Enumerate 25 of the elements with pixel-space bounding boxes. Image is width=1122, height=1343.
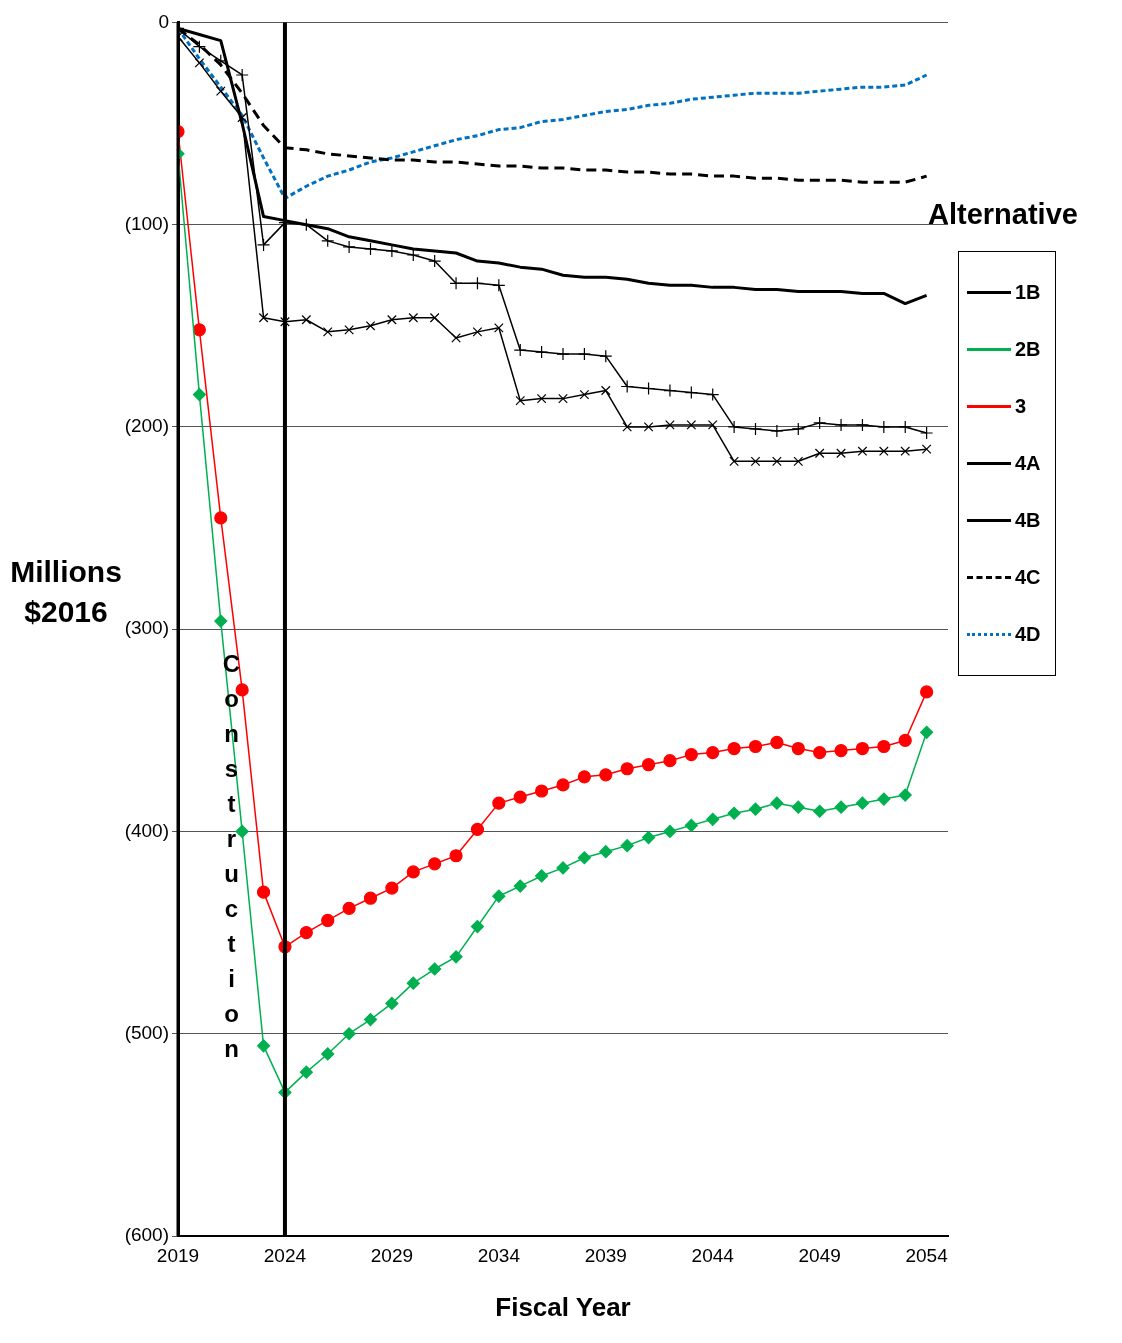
x-tick-label: 2039 <box>584 1244 627 1266</box>
y-tick-label: 0 <box>158 10 169 32</box>
y-tick-label: (300) <box>124 617 169 639</box>
legend-title: Alternative <box>928 198 1079 231</box>
x-tick-label: 2024 <box>263 1244 307 1266</box>
legend-label: 3 <box>1015 395 1027 418</box>
y-axis-title: Millions $2016 <box>10 555 122 629</box>
x-axis-title: Fiscal Year <box>495 1291 631 1322</box>
x-tick-label: 2049 <box>798 1244 841 1266</box>
y-tick-label: (500) <box>124 1021 169 1043</box>
x-tick-label: 2054 <box>905 1244 949 1266</box>
legend-label: 1B <box>1015 281 1041 304</box>
y-tick-label: (600) <box>124 1224 169 1246</box>
legend-label: 4B <box>1015 509 1041 532</box>
legend-label: 4A <box>1015 452 1041 475</box>
x-tick-label: 2019 <box>156 1244 200 1266</box>
x-tick-label: 2029 <box>370 1244 414 1266</box>
x-tick-label: 2034 <box>477 1244 521 1266</box>
legend-label: 4D <box>1015 623 1041 646</box>
y-tick-label: (200) <box>124 415 169 437</box>
y-tick-label: (400) <box>124 819 169 841</box>
legend-label: 4C <box>1015 566 1041 589</box>
y-tick-label: (100) <box>124 212 169 234</box>
x-tick-label: 2044 <box>691 1244 735 1266</box>
legend-label: 2B <box>1015 338 1041 361</box>
